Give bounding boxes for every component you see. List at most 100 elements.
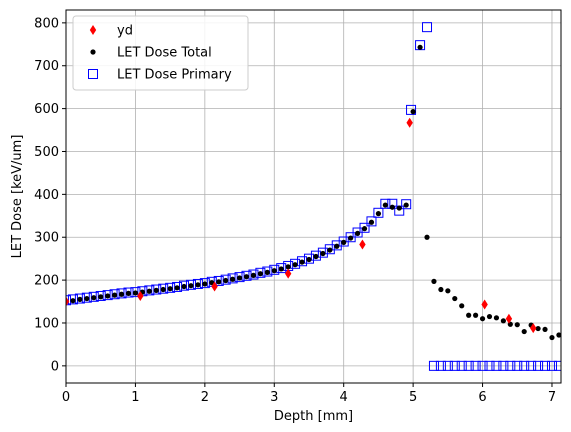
let-dose-total-point — [223, 277, 229, 284]
let-dose-primary-point — [331, 240, 342, 251]
let-dose-total-point — [556, 332, 561, 338]
y-tick-label: 600 — [34, 102, 59, 117]
let-dose-total-point — [195, 282, 201, 288]
let-dose-primary-point — [498, 360, 509, 371]
let-dose-total-point — [479, 316, 486, 322]
let-dose-total-point — [334, 243, 340, 249]
legend-marker-symbol — [89, 25, 97, 35]
let-dose-total-point — [459, 303, 465, 309]
let-dose-primary-point — [380, 198, 391, 209]
let-dose-total-point — [361, 226, 368, 232]
legend-label-let-dose-total: LET Dose Total — [117, 46, 212, 61]
y-tick-label: 300 — [34, 231, 59, 246]
let-dose-total-point — [410, 109, 416, 115]
y-tick-label: 800 — [34, 16, 59, 31]
let-dose-primary-point — [310, 250, 321, 261]
let-dose-primary-point — [373, 207, 384, 218]
let-dose-primary-point — [546, 360, 557, 371]
let-dose-total-point — [542, 326, 548, 333]
x-tick-label: 2 — [201, 390, 209, 405]
y-tick-label: 0 — [51, 359, 59, 374]
let-dose-total-point — [473, 312, 479, 318]
let-dose-total-point — [181, 283, 187, 290]
let-dose-total-point — [549, 334, 555, 341]
legend: yd LET Dose Total LET Dose Primary — [72, 15, 249, 91]
let-dose-total-point — [500, 318, 506, 324]
let-dose-total-point — [243, 274, 250, 280]
x-tick-label: 6 — [478, 390, 486, 405]
let-dose-total-point — [264, 269, 270, 275]
let-dose-primary-point — [442, 360, 453, 371]
let-dose-primary-point — [276, 263, 287, 274]
x-tick-label: 4 — [340, 390, 348, 405]
let-dose-primary-point — [324, 244, 335, 255]
let-dose-total-point — [368, 219, 375, 225]
legend-marker-symbol — [88, 69, 98, 79]
let-dose-primary-point — [526, 360, 537, 371]
let-dose-primary-point — [366, 216, 377, 227]
let-dose-primary-point — [484, 360, 495, 371]
let-dose-primary-point — [470, 360, 481, 371]
let-dose-primary-point — [540, 360, 551, 371]
let-dose-total-point — [98, 294, 104, 300]
let-dose-primary-point — [422, 22, 433, 33]
legend-marker-let-dose-primary — [88, 69, 98, 79]
y-tick-label: 200 — [34, 274, 59, 289]
let-dose-total-point — [250, 272, 257, 278]
let-dose-primary-point — [406, 104, 417, 115]
y-tick-label: 400 — [34, 188, 59, 203]
yd-point — [481, 299, 488, 310]
let-dose-primary-point — [303, 253, 314, 264]
x-tick-label: 7 — [548, 390, 556, 405]
let-dose-total-point — [445, 288, 451, 294]
let-dose-primary-point — [449, 360, 460, 371]
x-tick-label: 1 — [131, 390, 139, 405]
legend-marker-let-dose-total — [90, 49, 96, 55]
let-dose-total-point — [486, 313, 493, 320]
let-dose-primary-point — [297, 256, 308, 267]
x-tick-label: 5 — [409, 390, 417, 405]
let-dose-total-point — [521, 328, 527, 335]
x-axis-label: Depth [mm] — [274, 409, 353, 424]
yd-point — [406, 117, 413, 128]
let-dose-total-point — [292, 262, 298, 268]
yd-point — [359, 239, 366, 250]
yd-point — [505, 313, 513, 324]
let-dose-total-point — [118, 291, 125, 297]
legend-marker-yd — [89, 25, 97, 35]
let-dose-primary-point — [463, 360, 474, 371]
let-dose-total-point — [493, 315, 500, 321]
let-dose-total-point — [466, 312, 472, 318]
let-dose-total-point — [91, 295, 97, 301]
yd-point — [211, 281, 218, 292]
let-dose-total-point — [299, 259, 305, 265]
let-dose-total-point — [382, 202, 388, 208]
let-dose-total-point — [236, 275, 243, 281]
let-dose-total-point — [188, 283, 194, 289]
let-dose-total-point — [375, 211, 382, 217]
let-dose-primary-point — [519, 360, 530, 371]
let-dose-primary-point — [317, 247, 328, 258]
let-dose-total-point — [153, 287, 159, 293]
let-dose-total-point — [285, 264, 291, 270]
let-dose-total-point — [306, 256, 312, 263]
let-dose-primary-point — [512, 360, 523, 371]
let-dose-primary-point — [290, 258, 301, 269]
let-dose-primary-point — [428, 360, 439, 371]
let-dose-primary-point — [505, 360, 516, 371]
let-dose-total-point — [389, 204, 395, 210]
marks-layer — [66, 22, 561, 371]
x-tick-label: 0 — [62, 390, 70, 405]
let-dose-total-point — [202, 281, 208, 287]
let-dose-total-point — [257, 271, 263, 277]
let-dose-primary-point — [456, 360, 467, 371]
let-dose-total-point — [216, 279, 222, 285]
let-dose-primary-point — [533, 360, 544, 371]
let-dose-total-point — [327, 247, 333, 253]
let-dose-total-point — [431, 278, 437, 284]
let-dose-total-point — [230, 276, 236, 282]
let-dose-total-point — [535, 325, 541, 332]
let-dose-total-point — [424, 234, 430, 240]
y-axis-label: LET Dose [keV/um] — [10, 135, 25, 259]
